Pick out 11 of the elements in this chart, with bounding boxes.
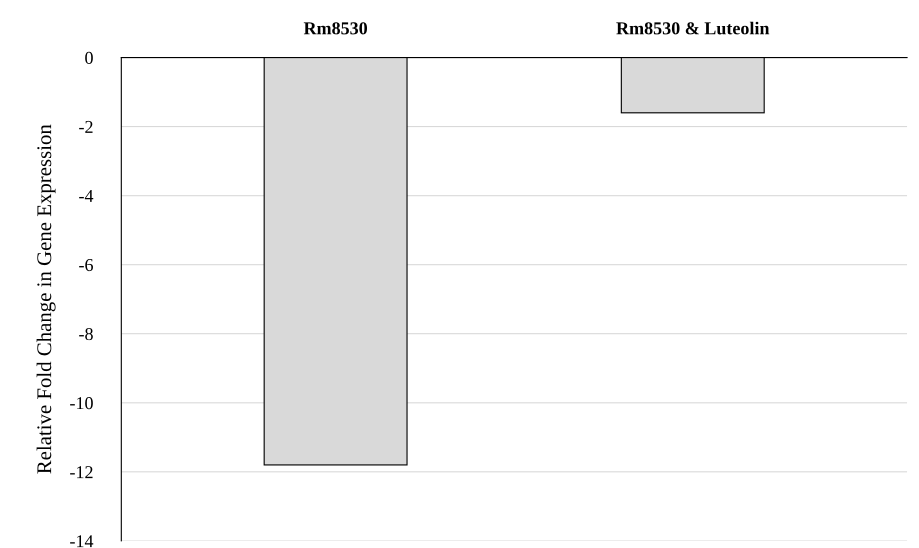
y-tick-label: -12 (70, 466, 93, 478)
x-tick-label: Rm8530 (304, 22, 368, 34)
y-tick-label: 0 (85, 52, 93, 64)
y-axis-title: Relative Fold Change in Gene Expression (36, 124, 56, 474)
y-tick-label: -2 (79, 120, 93, 133)
y-tick-label: -8 (79, 328, 93, 340)
y-tick-label: -14 (70, 535, 94, 548)
x-tick-label: Rm8530 & Luteolin (616, 22, 770, 34)
y-tick-label: -10 (70, 397, 93, 410)
y-tick-label: -4 (79, 190, 94, 202)
y-tick-label: -6 (79, 258, 93, 272)
